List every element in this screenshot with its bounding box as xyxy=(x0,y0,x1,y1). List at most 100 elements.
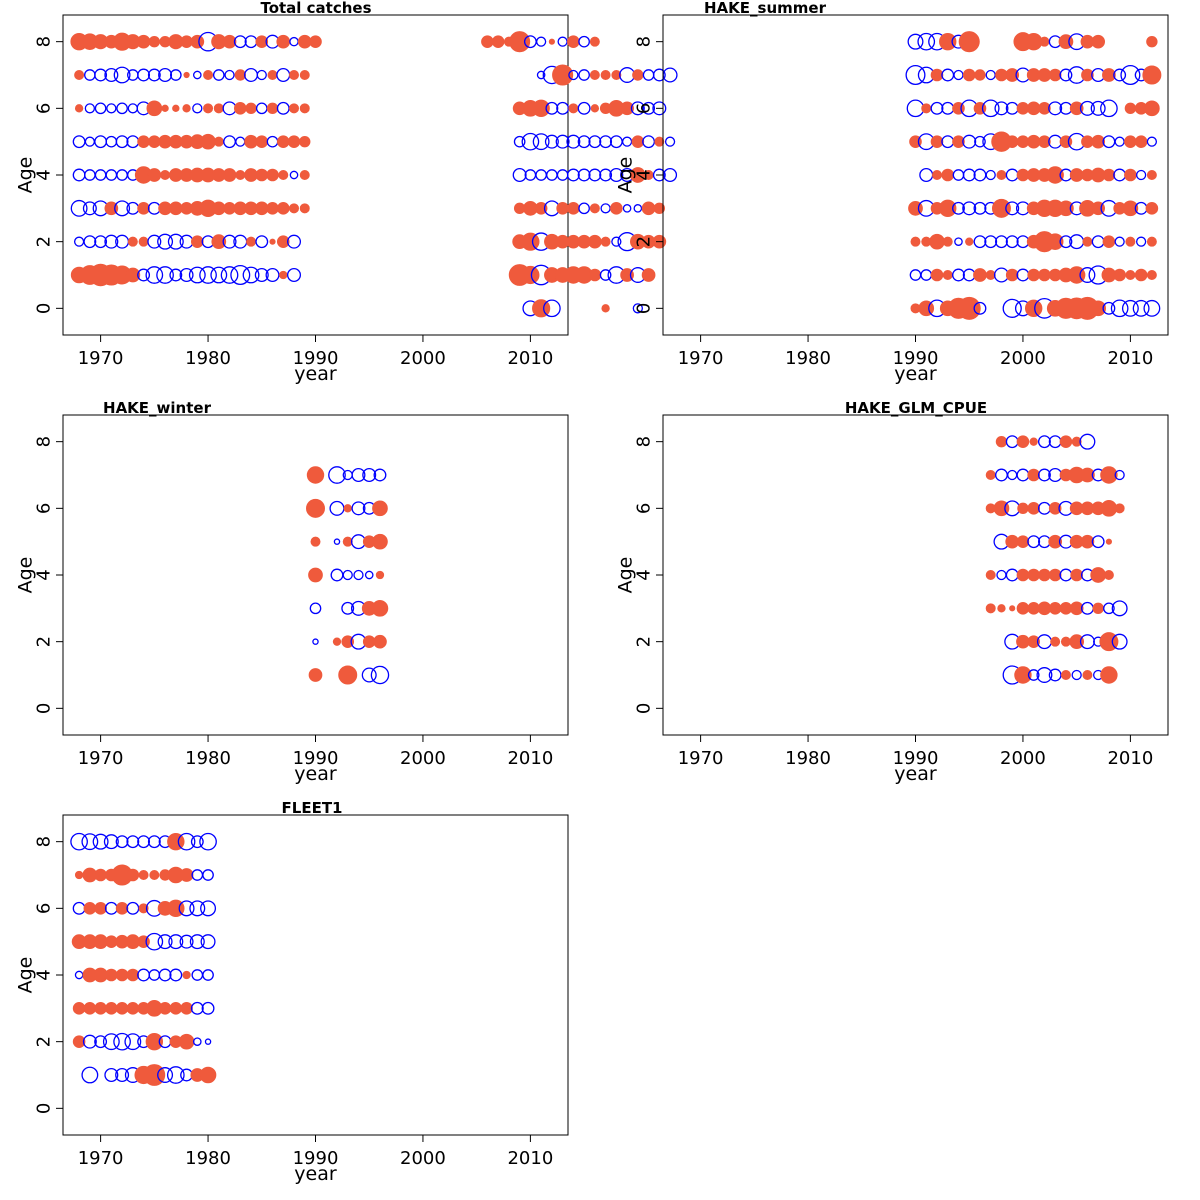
residual-bubble-negative xyxy=(84,136,96,147)
residual-bubble-negative xyxy=(962,134,977,149)
residual-bubble-positive xyxy=(126,968,140,982)
residual-bubble-negative xyxy=(1103,602,1115,615)
residual-bubble-negative xyxy=(1079,100,1095,116)
residual-bubble-positive xyxy=(372,533,388,550)
residual-bubble-positive xyxy=(182,970,191,980)
residual-bubble-negative xyxy=(1027,535,1041,549)
residual-bubble-positive xyxy=(1114,503,1125,514)
residual-bubble-negative xyxy=(984,235,998,249)
residual-bubble-negative xyxy=(1059,568,1073,582)
residual-bubble-positive xyxy=(255,35,269,48)
residual-bubble-negative xyxy=(147,835,161,849)
residual-bubble-positive xyxy=(74,70,85,80)
residual-bubble-negative xyxy=(1005,235,1019,249)
residual-bubble-negative xyxy=(985,169,996,181)
residual-bubble-positive xyxy=(1027,568,1040,582)
residual-bubble-negative xyxy=(169,268,183,282)
residual-bubble-negative xyxy=(1059,235,1073,249)
residual-bubble-negative xyxy=(81,833,99,851)
residual-bubble-positive xyxy=(269,238,276,245)
residual-bubble-negative xyxy=(954,237,963,246)
residual-bubble-negative xyxy=(609,135,623,149)
residual-bubble-positive xyxy=(180,1002,193,1015)
residual-bubble-negative xyxy=(169,69,182,81)
residual-bubble-negative xyxy=(995,468,1008,482)
residual-bubble-negative xyxy=(577,101,591,115)
residual-bubble-negative xyxy=(137,968,151,982)
residual-bubble-positive xyxy=(233,102,247,115)
residual-bubble-positive xyxy=(306,498,325,518)
residual-bubble-negative xyxy=(996,569,1007,581)
residual-bubble-positive xyxy=(1146,270,1157,280)
residual-bubble-positive xyxy=(985,470,996,480)
residual-bubble-negative xyxy=(1135,169,1147,181)
residual-bubble-positive xyxy=(1134,135,1148,148)
residual-bubble-positive xyxy=(299,70,310,80)
residual-bubble-negative xyxy=(168,934,184,950)
residual-bubble-negative xyxy=(364,570,374,580)
y-tick-label: 8 xyxy=(633,36,654,47)
residual-bubble-positive xyxy=(481,35,494,48)
residual-bubble-positive xyxy=(279,270,288,280)
y-tick-label: 0 xyxy=(633,703,654,714)
residual-bubble-positive xyxy=(1102,168,1116,182)
residual-bubble-negative xyxy=(105,169,118,181)
residual-bubble-positive xyxy=(1027,635,1040,648)
residual-bubble-negative xyxy=(351,501,366,516)
residual-bubble-negative xyxy=(941,68,955,82)
residual-bubble-positive xyxy=(299,135,311,148)
residual-bubble-negative xyxy=(341,601,355,615)
residual-bubble-negative xyxy=(1016,268,1030,282)
residual-bubble-positive xyxy=(1016,435,1030,448)
residual-bubble-positive xyxy=(148,35,161,48)
y-tick-label: 6 xyxy=(633,503,654,514)
residual-bubble-negative xyxy=(167,233,184,250)
residual-bubble-positive xyxy=(343,504,352,513)
residual-bubble-positive xyxy=(342,536,353,547)
residual-bubble-negative xyxy=(94,169,107,181)
residual-bubble-negative xyxy=(1143,299,1161,317)
residual-bubble-negative xyxy=(545,101,559,115)
y-tick-label: 2 xyxy=(633,236,654,247)
residual-bubble-negative xyxy=(81,1066,99,1084)
residual-bubble-positive xyxy=(158,1002,172,1015)
residual-bubble-positive xyxy=(289,70,300,80)
x-tick-label: 2010 xyxy=(507,1148,553,1169)
residual-bubble-positive xyxy=(601,304,610,313)
x-tick-label: 2000 xyxy=(400,348,446,369)
residual-bubble-positive xyxy=(161,104,169,113)
y-tick-label: 8 xyxy=(33,436,54,447)
residual-bubble-negative xyxy=(190,835,204,849)
residual-bubble-positive xyxy=(985,270,996,280)
x-tick-label: 1990 xyxy=(893,748,939,769)
residual-bubble-positive xyxy=(910,236,921,247)
residual-bubble-positive xyxy=(1017,502,1029,515)
residual-bubble-positive xyxy=(588,234,602,249)
residual-bubble-negative xyxy=(1113,168,1127,182)
residual-bubble-positive xyxy=(83,1002,97,1015)
residual-bubble-positive xyxy=(1144,100,1160,117)
residual-bubble-negative xyxy=(361,667,377,683)
residual-bubble-positive xyxy=(115,968,129,982)
residual-bubble-negative xyxy=(1121,299,1139,317)
x-tick-label: 1970 xyxy=(678,748,724,769)
residual-bubble-positive xyxy=(1009,605,1016,612)
residual-bubble-positive xyxy=(1124,135,1137,148)
x-tick-label: 1980 xyxy=(185,348,231,369)
residual-bubble-negative xyxy=(244,35,258,49)
residual-bubble-negative xyxy=(981,99,1000,118)
residual-bubble-negative xyxy=(328,466,346,484)
residual-bubble-negative xyxy=(157,934,173,950)
residual-bubble-positive xyxy=(1070,568,1083,582)
residual-bubble-positive xyxy=(632,69,644,81)
residual-bubble-negative xyxy=(192,103,203,114)
residual-bubble-negative xyxy=(103,834,119,850)
residual-bubble-positive xyxy=(1069,601,1084,616)
residual-bubble-positive xyxy=(267,70,278,80)
residual-bubble-negative xyxy=(973,301,987,315)
residual-bubble-negative xyxy=(223,135,236,149)
residual-bubble-negative xyxy=(233,35,247,49)
residual-bubble-negative xyxy=(652,68,666,82)
residual-bubble-positive xyxy=(1103,570,1114,580)
y-tick-label: 8 xyxy=(33,36,54,47)
